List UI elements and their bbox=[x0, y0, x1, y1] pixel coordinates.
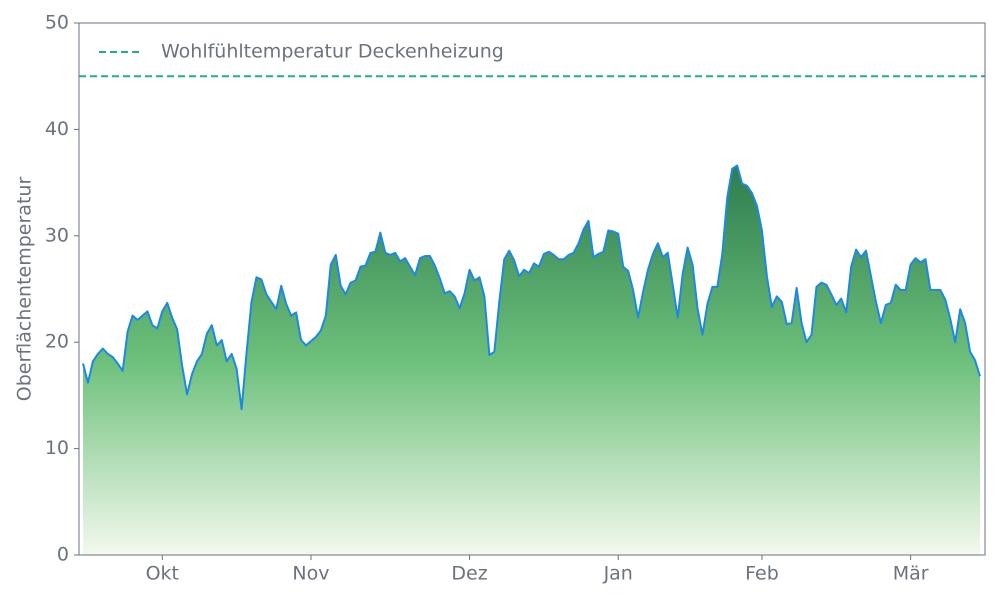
x-tick-label: Mär bbox=[893, 563, 929, 585]
x-tick-label: Dez bbox=[451, 563, 487, 585]
line bbox=[82, 164, 981, 411]
y-tick-label: 0 bbox=[57, 544, 69, 566]
plot-frame bbox=[78, 22, 986, 556]
x-tick-label: Okt bbox=[146, 563, 179, 585]
legend-label: Wohlfühltemperatur Deckenheizung bbox=[161, 41, 504, 63]
x-tick-label: Feb bbox=[745, 563, 779, 585]
y-tick-label: 30 bbox=[45, 224, 69, 246]
y-tick-label: 40 bbox=[45, 118, 69, 140]
x-tick-label: Nov bbox=[292, 563, 329, 585]
y-tick-label: 50 bbox=[45, 12, 69, 34]
y-axis-label: Oberflächentemperatur bbox=[14, 177, 36, 402]
y-tick-label: 10 bbox=[45, 437, 69, 459]
area-fill bbox=[83, 165, 980, 555]
x-tick-label: Jan bbox=[603, 563, 633, 585]
y-tick-label: 20 bbox=[45, 331, 69, 353]
